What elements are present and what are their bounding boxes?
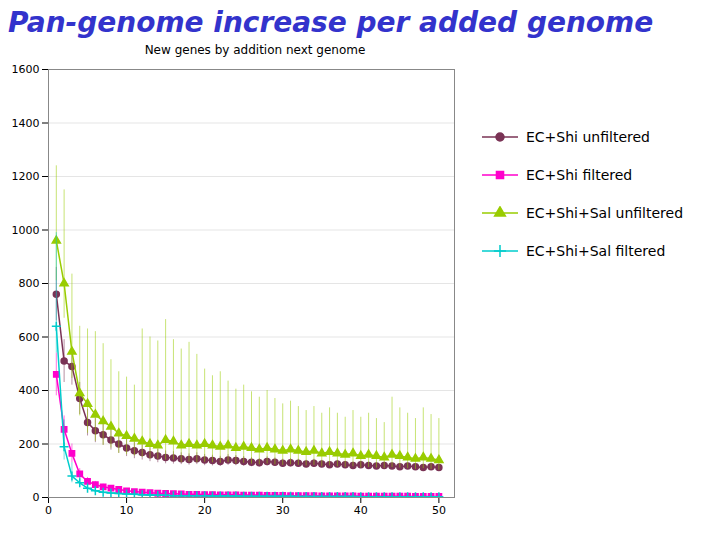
svg-text:400: 400: [19, 384, 40, 397]
html-text:EC+Shi unfiltered: EC+Shi unfiltered: [526, 129, 650, 145]
html-text:Pan-genome increase per added: Pan-genome increase per added genome: [8, 6, 654, 39]
svg-text:1400: 1400: [12, 117, 40, 130]
svg-text:800: 800: [19, 277, 40, 290]
svg-text:0: 0: [45, 504, 52, 517]
svg-text:600: 600: [19, 331, 40, 344]
svg-text:1000: 1000: [12, 224, 40, 237]
svg-text:0: 0: [33, 491, 40, 504]
svg-text:50: 50: [432, 504, 446, 517]
html-text:EC+Shi+Sal filtered: EC+Shi+Sal filtered: [526, 243, 666, 259]
svg-text:30: 30: [276, 504, 290, 517]
svg-text:1200: 1200: [12, 170, 40, 183]
html-text:New genes by addition next gen: New genes by addition next genome: [144, 43, 366, 57]
svg-text:1600: 1600: [12, 63, 40, 76]
svg-text:40: 40: [354, 504, 368, 517]
html-text:EC+Shi filtered: EC+Shi filtered: [526, 167, 633, 183]
html-text:EC+Shi+Sal unfiltered: EC+Shi+Sal unfiltered: [526, 205, 683, 221]
svg-text:20: 20: [198, 504, 212, 517]
svg-text:10: 10: [120, 504, 134, 517]
svg-text:200: 200: [19, 438, 40, 451]
